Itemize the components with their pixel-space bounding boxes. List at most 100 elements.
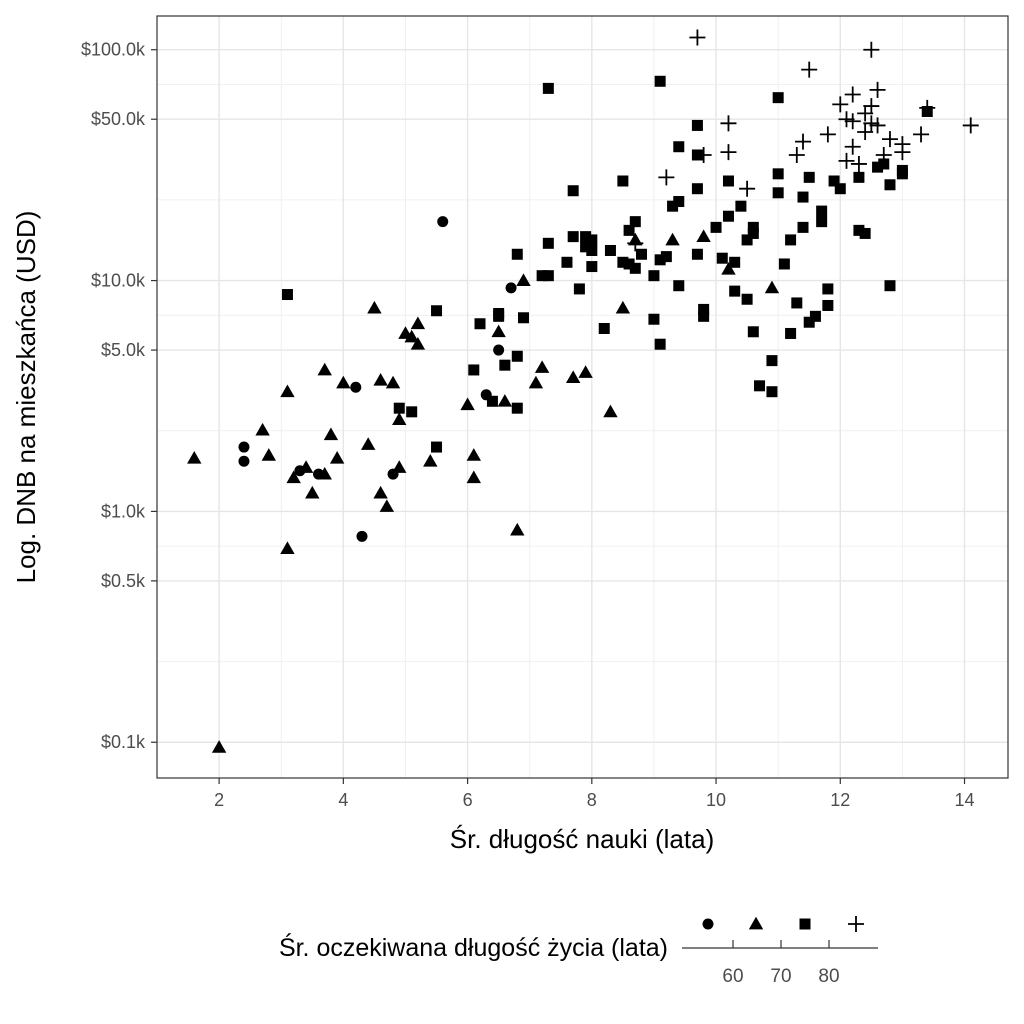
data-point-triangle	[516, 273, 531, 286]
data-point-square	[604, 244, 616, 256]
plot-border	[156, 15, 1009, 779]
data-point-square	[747, 227, 759, 239]
data-point-square	[729, 285, 741, 297]
y-axis-title: Log. DNB na mieszkańca (USD)	[11, 211, 41, 584]
data-point-square	[499, 359, 511, 371]
data-point-square	[741, 293, 753, 305]
data-point-square	[691, 119, 703, 131]
data-point-plus	[881, 131, 898, 148]
data-point-square	[772, 92, 784, 104]
y-tick-label: $10.0k	[91, 271, 146, 291]
data-point-circle	[356, 530, 368, 542]
data-point-square	[474, 318, 486, 330]
x-axis-title: Śr. długość nauki (lata)	[450, 824, 714, 854]
data-point-square	[586, 261, 598, 273]
x-tick-label: 12	[830, 790, 850, 810]
data-points	[187, 29, 979, 753]
data-point-circle	[437, 216, 449, 228]
data-point-square	[884, 280, 896, 292]
data-point-triangle	[373, 373, 388, 386]
data-point-square	[667, 200, 679, 212]
data-point-square	[654, 254, 666, 266]
data-point-plus	[869, 81, 886, 98]
data-point-square	[468, 364, 480, 376]
data-point-triangle	[497, 394, 513, 407]
data-point-square	[281, 289, 293, 301]
data-point-triangle	[373, 485, 388, 499]
y-axis-ticks: $0.1k $0.5k $1.0k $5.0k $10.0k $50.0k $100.0k	[81, 40, 157, 752]
data-point-plus	[695, 146, 712, 163]
data-point-square	[536, 270, 548, 282]
data-point-triangle	[615, 300, 631, 314]
data-point-square	[486, 395, 498, 407]
data-point-plus	[863, 98, 880, 115]
data-point-triangle	[460, 397, 475, 411]
data-point-square	[573, 283, 585, 295]
x-tick-label: 4	[338, 790, 348, 810]
data-point-square	[785, 234, 797, 246]
data-point-triangle	[603, 404, 618, 418]
data-point-triangle	[534, 360, 550, 373]
data-point-triangle	[510, 522, 525, 536]
data-point-plus	[894, 136, 911, 153]
legend-key-square	[799, 918, 811, 930]
data-point-square	[648, 270, 660, 282]
data-point-square	[580, 241, 592, 253]
data-point-triangle	[392, 412, 407, 425]
data-point-plus	[844, 138, 861, 155]
legend-scale-label: 70	[770, 966, 791, 987]
data-point-plus	[832, 96, 849, 113]
y-tick-label: $100.0k	[81, 40, 146, 60]
data-point-triangle	[261, 448, 277, 461]
data-point-triangle	[466, 448, 481, 461]
x-tick-label: 6	[463, 790, 473, 810]
data-point-square	[772, 168, 784, 180]
data-point-square	[580, 231, 592, 243]
data-point-square	[710, 221, 722, 233]
data-point-triangle	[280, 384, 295, 398]
data-point-square	[698, 310, 710, 322]
data-point-square	[803, 171, 815, 183]
data-point-triangle	[404, 329, 419, 343]
minor-gridlines	[157, 16, 1008, 778]
data-point-triangle	[317, 466, 332, 480]
data-point-square	[673, 280, 685, 292]
data-point-triangle	[764, 280, 780, 294]
data-point-triangle	[491, 324, 506, 338]
data-point-triangle	[423, 454, 438, 467]
data-point-triangle	[255, 422, 270, 436]
data-point-triangle	[410, 316, 426, 330]
data-point-triangle	[360, 437, 376, 450]
data-point-square	[766, 355, 778, 367]
data-point-circle	[238, 455, 250, 467]
data-point-square	[660, 251, 672, 263]
data-point-square	[654, 338, 666, 350]
y-tick-label: $1.0k	[101, 501, 146, 521]
data-point-square	[809, 310, 821, 322]
data-point-square	[542, 270, 554, 282]
data-point-plus	[962, 117, 979, 134]
data-point-plus	[875, 146, 892, 163]
data-point-square	[822, 299, 834, 311]
data-point-square	[822, 283, 834, 295]
data-point-plus	[863, 41, 880, 58]
data-point-circle	[238, 441, 250, 453]
data-point-triangle	[565, 370, 581, 383]
legend-scale-label: 60	[722, 966, 743, 987]
data-point-square	[872, 161, 884, 173]
data-point-triangle	[298, 460, 314, 473]
data-point-square	[586, 234, 598, 246]
data-point-triangle	[528, 375, 544, 389]
legend-key-circle	[702, 918, 714, 930]
data-point-square	[636, 248, 648, 260]
data-point-triangle	[305, 485, 320, 499]
x-axis-ticks: 2 4 6 8 10 12 14	[214, 778, 975, 810]
data-point-triangle	[329, 451, 345, 464]
data-point-circle	[493, 344, 505, 356]
data-point-square	[542, 237, 554, 249]
data-point-square	[617, 256, 629, 268]
data-point-square	[778, 258, 790, 270]
data-point-plus	[720, 144, 737, 161]
data-point-plus	[844, 86, 861, 103]
